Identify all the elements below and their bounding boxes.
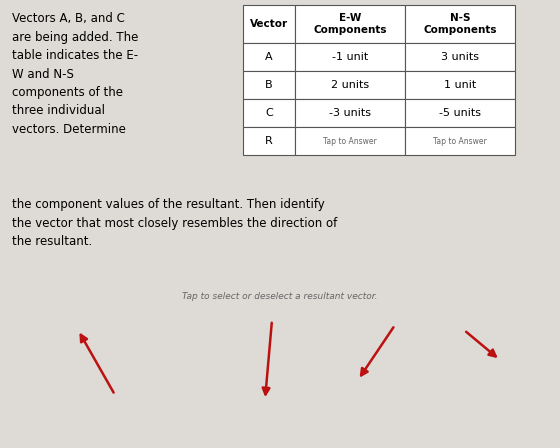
Bar bbox=[405, 127, 515, 155]
Bar bbox=[405, 71, 515, 99]
Text: 3 units: 3 units bbox=[441, 52, 479, 62]
Bar bbox=[295, 127, 405, 155]
Text: R: R bbox=[265, 136, 273, 146]
Text: Tap to Answer: Tap to Answer bbox=[323, 137, 377, 146]
Bar bbox=[243, 43, 295, 71]
Text: Tap to Answer: Tap to Answer bbox=[433, 137, 487, 146]
Text: -3 units: -3 units bbox=[329, 108, 371, 118]
Text: N-S
Components: N-S Components bbox=[423, 13, 497, 35]
Text: 2 units: 2 units bbox=[331, 80, 369, 90]
Text: A: A bbox=[265, 52, 273, 62]
Bar bbox=[243, 99, 295, 127]
Bar bbox=[405, 99, 515, 127]
Text: B: B bbox=[265, 80, 273, 90]
Text: C: C bbox=[265, 108, 273, 118]
Text: -1 unit: -1 unit bbox=[332, 52, 368, 62]
Text: -5 units: -5 units bbox=[439, 108, 481, 118]
Bar bbox=[243, 5, 295, 43]
Bar bbox=[243, 71, 295, 99]
Text: the component values of the resultant. Then identify
the vector that most closel: the component values of the resultant. T… bbox=[12, 198, 337, 248]
Text: Vector: Vector bbox=[250, 19, 288, 29]
Bar bbox=[295, 43, 405, 71]
Bar bbox=[295, 5, 405, 43]
Text: Vectors A, B, and C
are being added. The
table indicates the E-
W and N-S
compon: Vectors A, B, and C are being added. The… bbox=[12, 12, 138, 136]
Text: E-W
Components: E-W Components bbox=[313, 13, 387, 35]
Bar bbox=[295, 99, 405, 127]
Bar bbox=[405, 5, 515, 43]
Text: 1 unit: 1 unit bbox=[444, 80, 476, 90]
Bar bbox=[405, 43, 515, 71]
Bar bbox=[243, 127, 295, 155]
Text: Tap to select or deselect a resultant vector.: Tap to select or deselect a resultant ve… bbox=[182, 292, 378, 301]
Bar bbox=[295, 71, 405, 99]
